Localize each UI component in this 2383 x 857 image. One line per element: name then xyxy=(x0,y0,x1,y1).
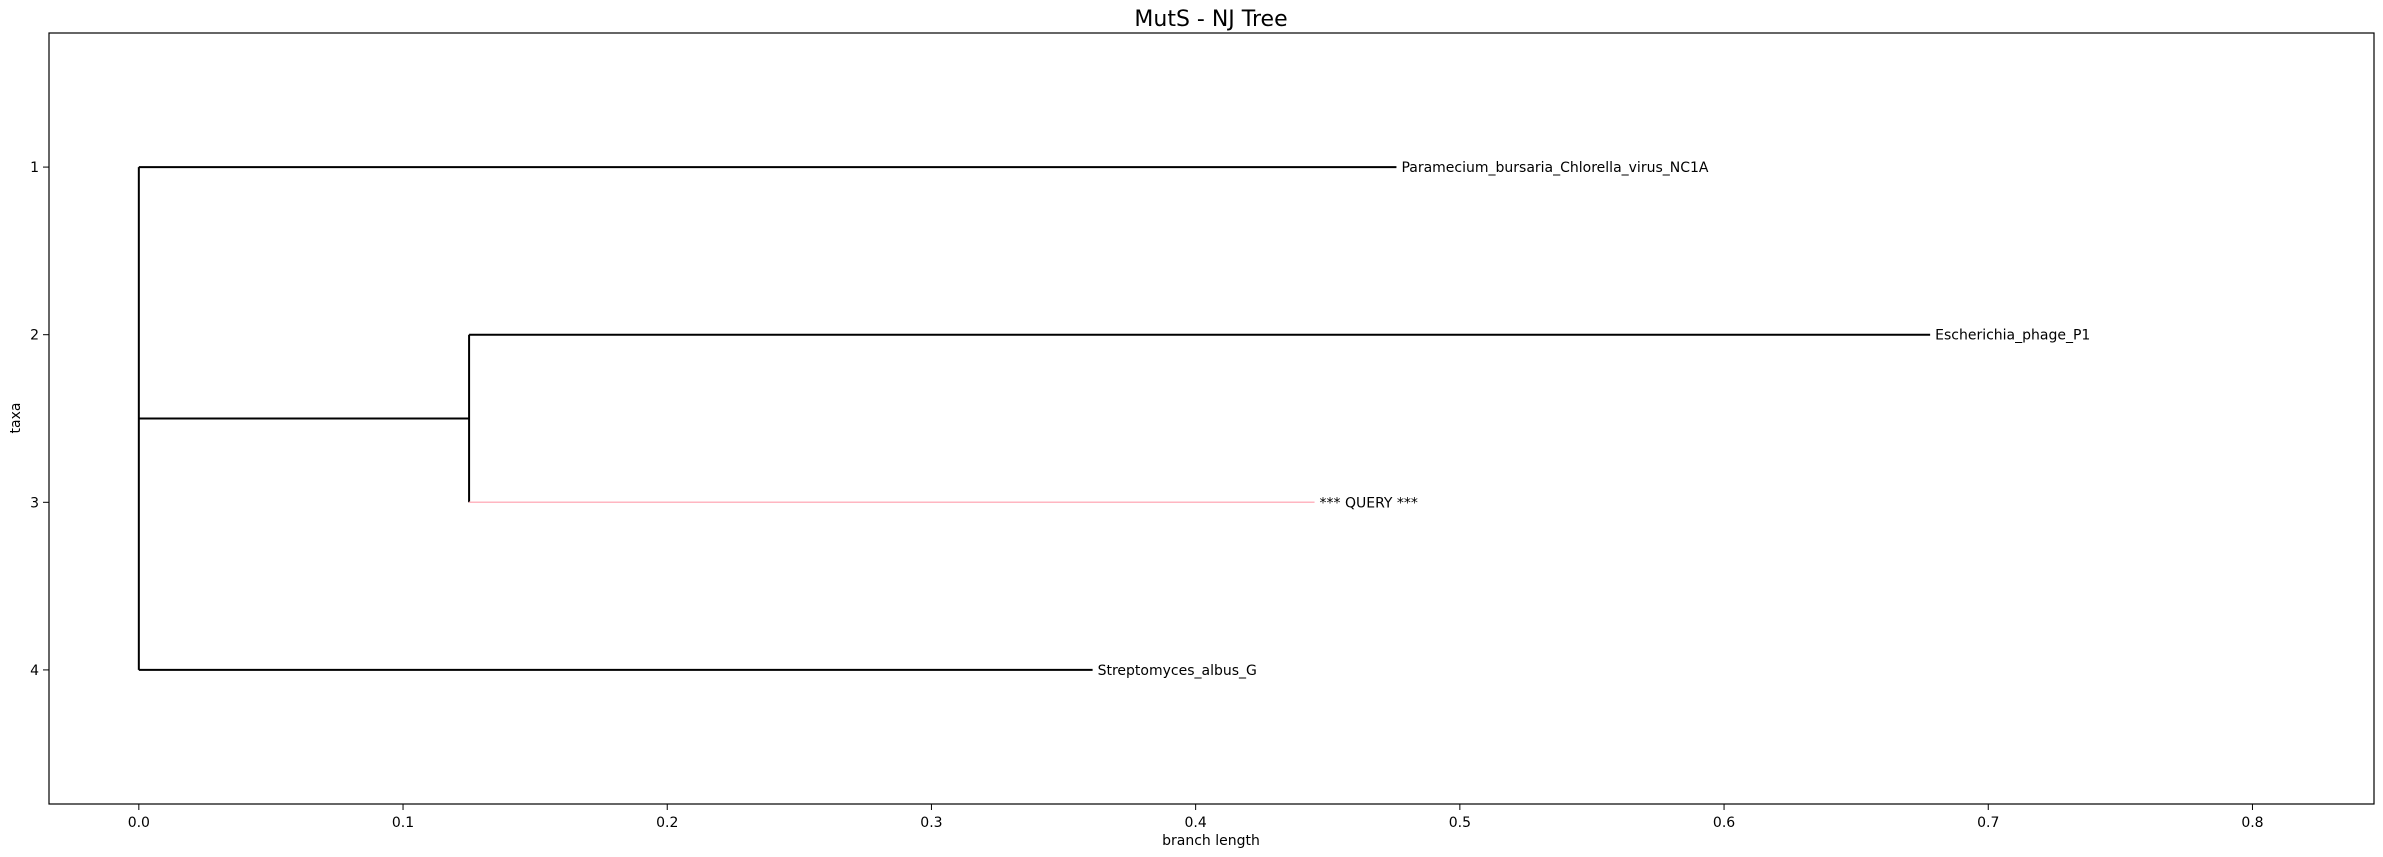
x-tick-label: 0.5 xyxy=(1449,815,1471,831)
leaf-label-2: Escherichia_phage_P1 xyxy=(1935,328,2090,344)
leaf-labels: Paramecium_bursaria_Chlorella_virus_NC1A… xyxy=(1098,160,2091,679)
leaf-label-4: Streptomyces_albus_G xyxy=(1098,663,1257,679)
y-axis-ticks: 1 2 3 4 xyxy=(30,160,49,679)
chart-title: MutS - NJ Tree xyxy=(1134,7,1287,32)
y-tick-label: 3 xyxy=(30,495,39,511)
x-tick-label: 0.6 xyxy=(1713,815,1735,831)
x-tick-label: 0.1 xyxy=(392,815,414,831)
x-axis-ticks: 0.0 0.1 0.2 0.3 0.4 0.5 0.6 0.7 0.8 xyxy=(128,804,2264,831)
y-tick-label: 2 xyxy=(30,328,39,344)
x-tick-label: 0.2 xyxy=(656,815,678,831)
tree-branches xyxy=(137,166,1931,671)
x-axis-label: branch length xyxy=(1162,833,1260,849)
plot-frame xyxy=(48,32,2375,805)
leaf-label-3: *** QUERY *** xyxy=(1320,495,1418,511)
y-tick-label: 4 xyxy=(30,663,39,679)
y-axis-label: taxa xyxy=(8,403,24,434)
x-tick-label: 0.7 xyxy=(1977,815,1999,831)
y-tick-label: 1 xyxy=(30,160,39,176)
x-tick-label: 0.3 xyxy=(920,815,942,831)
leaf-label-1: Paramecium_bursaria_Chlorella_virus_NC1A xyxy=(1401,160,1708,176)
x-tick-label: 0.8 xyxy=(2241,815,2263,831)
x-tick-label: 0.4 xyxy=(1185,815,1207,831)
x-tick-label: 0.0 xyxy=(128,815,150,831)
